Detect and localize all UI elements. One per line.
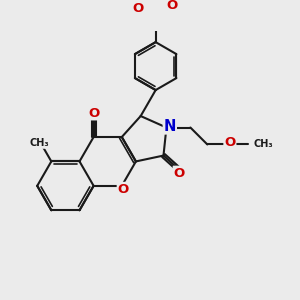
- Text: O: O: [88, 106, 99, 119]
- Text: O: O: [133, 2, 144, 14]
- Text: O: O: [167, 0, 178, 12]
- Text: CH₃: CH₃: [254, 140, 274, 149]
- Text: N: N: [164, 118, 176, 134]
- Text: O: O: [224, 136, 236, 149]
- Text: CH₃: CH₃: [29, 138, 49, 148]
- Text: O: O: [174, 167, 185, 180]
- Text: O: O: [118, 183, 129, 196]
